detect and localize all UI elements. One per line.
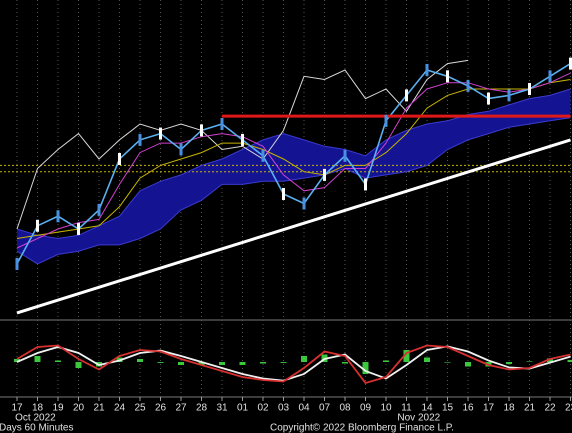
histogram-bar bbox=[403, 350, 410, 362]
histogram-bar bbox=[157, 362, 164, 363]
x-tick-label: 02 bbox=[257, 403, 269, 414]
histogram-bar bbox=[219, 362, 225, 365]
price-bar bbox=[118, 153, 121, 165]
month-label: Nov 2022 bbox=[397, 413, 440, 424]
x-tick-label: 08 bbox=[339, 403, 351, 414]
histogram-bar bbox=[567, 359, 572, 362]
x-tick-label: 25 bbox=[134, 403, 146, 414]
x-tick-label: 18 bbox=[503, 403, 515, 414]
histogram-bar bbox=[424, 357, 430, 362]
macd-line bbox=[16, 344, 571, 385]
x-tick-label: 21 bbox=[93, 403, 105, 414]
cloud bbox=[17, 89, 571, 264]
histogram-bar bbox=[14, 359, 20, 362]
series-line bbox=[16, 117, 571, 265]
x-tick-label: 28 bbox=[196, 403, 208, 414]
x-tick-label: 17 bbox=[483, 403, 495, 414]
x-tick-label: 27 bbox=[175, 403, 187, 414]
x-tick-label: 04 bbox=[298, 403, 310, 414]
trendline bbox=[16, 138, 571, 315]
price-bar bbox=[302, 197, 306, 210]
series-line bbox=[16, 59, 469, 230]
histogram-bar bbox=[55, 360, 61, 362]
price-bar bbox=[77, 222, 80, 235]
price-bar bbox=[507, 89, 511, 102]
x-tick-label: 17 bbox=[11, 403, 23, 414]
histogram-bar bbox=[301, 356, 307, 362]
x-tick-label: 11 bbox=[401, 403, 412, 414]
price-bar bbox=[487, 92, 490, 105]
histogram-bar bbox=[362, 362, 369, 374]
footer-right: Copyright© 2022 Bloomberg Finance L.P. bbox=[270, 423, 454, 433]
x-tick-label: 31 bbox=[216, 403, 228, 414]
price-bar bbox=[528, 83, 531, 96]
x-tick-label: 09 bbox=[360, 403, 372, 414]
month-label: Oct 2022 bbox=[15, 413, 56, 424]
x-tick-label: 14 bbox=[421, 403, 433, 414]
histogram-bar bbox=[526, 361, 533, 362]
price-bar bbox=[405, 89, 408, 102]
x-tick-label: 01 bbox=[237, 403, 249, 414]
footer-left: Days 60 Minutes bbox=[0, 423, 73, 433]
price-bar bbox=[261, 149, 265, 162]
price-bar bbox=[241, 133, 244, 146]
price-bar bbox=[282, 187, 285, 200]
x-tick-label: 10 bbox=[380, 403, 392, 414]
series-line bbox=[16, 88, 571, 240]
price-bar bbox=[97, 203, 101, 216]
price-bar bbox=[425, 63, 429, 76]
histogram-bar bbox=[383, 360, 389, 362]
histogram-bar bbox=[506, 362, 512, 365]
x-tick-label: 03 bbox=[278, 403, 290, 414]
price-bar bbox=[179, 143, 183, 156]
series-line bbox=[16, 79, 571, 239]
price-bar bbox=[446, 70, 449, 83]
x-tick-label: 20 bbox=[73, 403, 85, 414]
histogram-bar bbox=[465, 362, 471, 367]
x-tick-label: 15 bbox=[442, 403, 454, 414]
x-tick-label: 21 bbox=[524, 403, 536, 414]
price-bar bbox=[323, 168, 326, 181]
x-tick-label: 26 bbox=[155, 403, 167, 414]
price-bar bbox=[569, 57, 572, 70]
histogram-bar bbox=[342, 362, 348, 364]
series-line bbox=[16, 62, 571, 265]
histogram-bar bbox=[198, 362, 205, 365]
price-bar bbox=[364, 178, 367, 191]
x-tick-label: 23 bbox=[565, 403, 572, 414]
price-bar bbox=[220, 118, 224, 131]
histogram-bar bbox=[137, 359, 143, 362]
price-bar bbox=[138, 133, 142, 146]
series-line bbox=[16, 72, 571, 249]
price-bar bbox=[36, 219, 39, 232]
x-tick-label: 22 bbox=[544, 403, 556, 414]
price-bar bbox=[56, 210, 60, 223]
price-bar bbox=[200, 124, 203, 137]
x-tick-label: 19 bbox=[52, 403, 64, 414]
histogram-bar bbox=[75, 362, 82, 368]
histogram-bar bbox=[444, 362, 451, 363]
histogram-bar bbox=[547, 358, 553, 362]
x-tick-label: 07 bbox=[319, 403, 331, 414]
histogram-bar bbox=[34, 356, 41, 362]
price-bar bbox=[384, 114, 388, 127]
histogram-bar bbox=[178, 362, 184, 365]
histogram-bar bbox=[280, 362, 287, 363]
price-bar bbox=[15, 257, 19, 270]
x-tick-label: 24 bbox=[114, 403, 126, 414]
price-bar bbox=[343, 149, 347, 162]
price-bar bbox=[466, 79, 470, 92]
x-tick-label: 18 bbox=[32, 403, 44, 414]
x-tick-label: 16 bbox=[462, 403, 474, 414]
price-bar bbox=[548, 70, 552, 83]
histogram-bar bbox=[239, 362, 246, 365]
price-bar bbox=[159, 127, 162, 140]
histogram-bar bbox=[260, 362, 266, 364]
